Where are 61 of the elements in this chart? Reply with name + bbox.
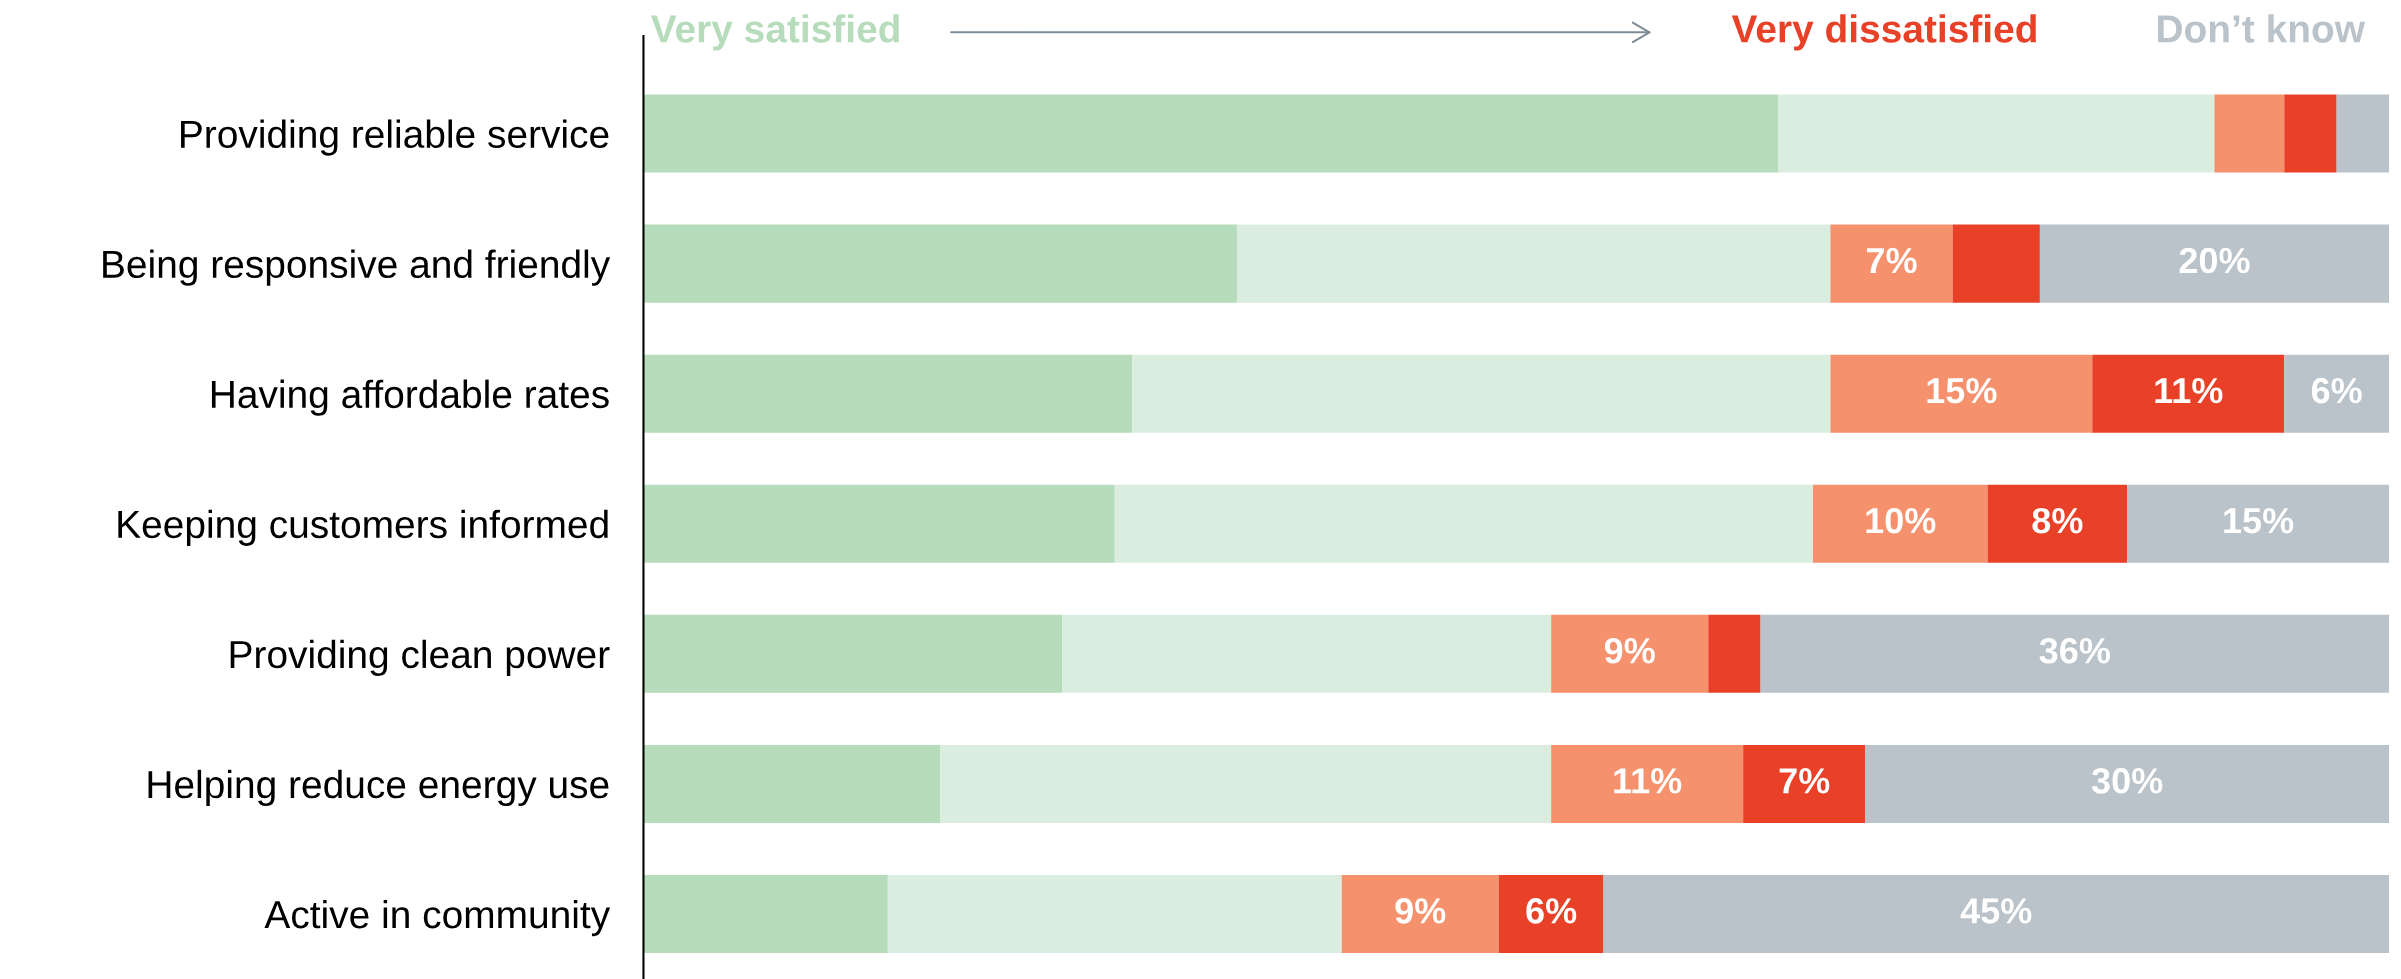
bar: [1551, 744, 1744, 823]
data-label: 11%: [1614, 768, 1682, 794]
bar: [2039, 224, 2389, 303]
bar: [1062, 614, 1552, 693]
bar: [2284, 94, 2337, 173]
bar: [1341, 874, 1499, 953]
data-label: 6%: [1526, 898, 1577, 924]
bar: [2092, 354, 2285, 433]
y-tick-label: Being responsive and friendly: [103, 249, 611, 286]
bar: [1778, 94, 2215, 173]
data-label: 8%: [2032, 507, 2083, 534]
bar: [2214, 94, 2285, 173]
bar: [643, 354, 1133, 433]
y-tick-label: Keeping customers informed: [118, 509, 608, 546]
data-label: 20%: [2179, 247, 2250, 274]
data-label: 7%: [1779, 768, 1830, 794]
y-tick-label: Providing clean power: [230, 639, 610, 676]
bar: [1987, 484, 2128, 563]
data-label: 7%: [1866, 247, 1917, 274]
data-label: 11%: [2155, 377, 2223, 404]
bar: [643, 484, 1115, 563]
bar: [643, 94, 1779, 173]
data-label: 10%: [1866, 507, 1936, 534]
bar: [1132, 354, 1831, 433]
bar: [1114, 484, 1813, 563]
y-tick-label: Helping reduce energy use: [148, 769, 609, 807]
series-label: Very satisfied: [650, 14, 899, 51]
data-label: 15%: [2224, 507, 2294, 534]
bar: [940, 744, 1552, 823]
y-tick-label: Active in community: [264, 899, 611, 937]
bar: [1830, 354, 2093, 433]
text: Very dissatisfied: [1731, 14, 2036, 51]
bar: [1603, 874, 2389, 953]
data-label: 15%: [1927, 377, 1997, 404]
y-tick-label: Having affordable rates: [211, 379, 609, 416]
bar: [643, 744, 941, 823]
data-label: 30%: [2091, 768, 2163, 794]
bar: [1812, 484, 1988, 563]
bar: [887, 874, 1342, 953]
y-tick-label: Providing reliable service: [181, 119, 609, 156]
data-label: 9%: [1395, 898, 1446, 924]
data-label: 9%: [1604, 637, 1655, 664]
bar: [1952, 224, 2040, 303]
bar: [1865, 744, 2389, 823]
series-label: Don’t know: [2158, 14, 2366, 43]
bar: [643, 224, 1237, 303]
bar: [1743, 744, 1866, 823]
bar: [1498, 874, 1604, 953]
data-label: 45%: [1960, 898, 2032, 924]
bar: [1236, 224, 1831, 303]
bar: [643, 614, 1063, 693]
bar: [2336, 94, 2389, 173]
bar: [2284, 354, 2389, 433]
data-label: 6%: [2311, 377, 2362, 404]
bar: [1551, 614, 1709, 693]
bar: [1760, 614, 2389, 693]
data-label: 36%: [2039, 637, 2110, 664]
bar: [2127, 484, 2389, 563]
bar: [1708, 614, 1761, 693]
bar: [1830, 224, 1953, 303]
bar: [643, 874, 888, 953]
